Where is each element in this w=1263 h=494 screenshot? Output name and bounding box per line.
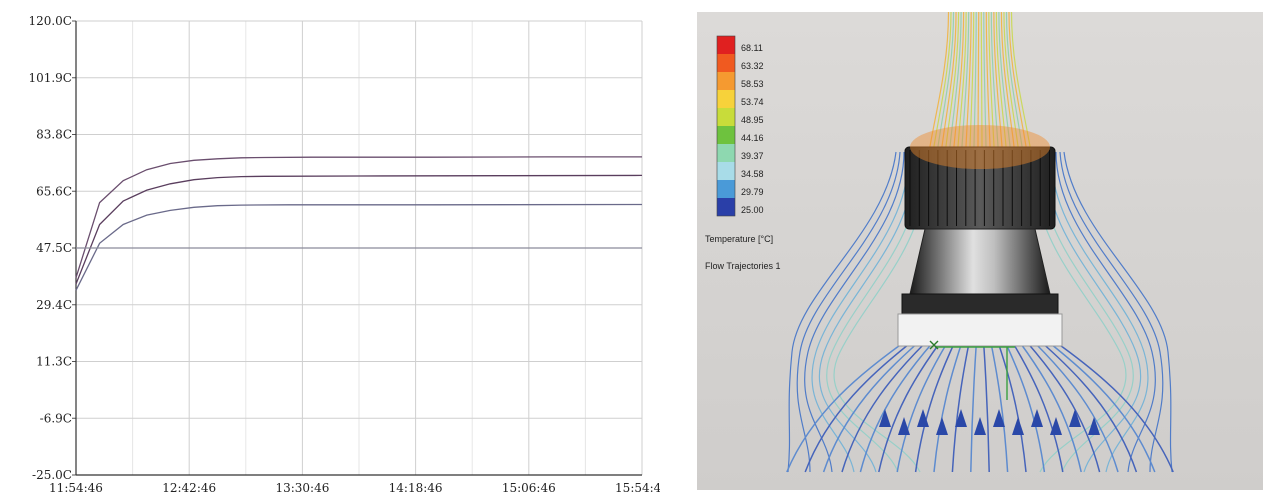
flow-arrow [898, 417, 910, 435]
flow-arrow [917, 409, 929, 427]
flow-arrow [955, 409, 967, 427]
chart-svg: 11:54:46 12:42:46 13:30:46 14:18:46 15:06:46… [28, 14, 660, 494]
series-line-2 [75, 174, 643, 285]
trajectory-inflow [1040, 341, 1138, 473]
axis-cross [929, 340, 939, 350]
legend-title: Temperature [°C] [705, 234, 774, 244]
x-tick-label: 15:06:46 [502, 481, 556, 494]
lamp-rim [901, 293, 1059, 315]
trajectory-inflow [990, 341, 1009, 473]
trajectory-inflow [970, 341, 978, 473]
legend-swatch [717, 36, 735, 54]
trajectory-inflow [1004, 341, 1046, 473]
trajectory-side [818, 151, 914, 473]
y-tick-label: 83.8C [36, 128, 72, 142]
trajectory-inflow [841, 341, 927, 473]
trajectory-inflow [933, 341, 963, 473]
trajectory-inflow [786, 341, 905, 473]
trajectory-side [804, 151, 905, 473]
flow-arrow [1031, 409, 1043, 427]
trajectory-inflow [1018, 341, 1082, 473]
legend-frame [716, 35, 736, 217]
legend-swatch [717, 54, 735, 72]
flow-arrow [993, 409, 1005, 427]
legend-swatch [717, 72, 735, 90]
legend-swatch [717, 90, 735, 108]
trajectory-inflow [951, 341, 970, 473]
flow-simulation-panel: Temperature [°C] Flow Trajectories 1 [697, 12, 1263, 490]
trajectory-inflow [1011, 341, 1064, 473]
y-tick-label: 11.3C [36, 355, 72, 369]
y-tick-label: 65.6C [36, 184, 72, 198]
trajectory-inflow [878, 341, 942, 473]
trajectory-inflow [982, 341, 990, 473]
lamp-body [897, 146, 1063, 347]
hot-plume [910, 125, 1050, 169]
flow-arrow [1069, 409, 1081, 427]
flow-arrow [974, 417, 986, 435]
flow-trajectories [786, 12, 1174, 473]
flow-arrow [1050, 417, 1062, 435]
trajectory-side [787, 151, 897, 473]
y-tick-label: 101.9C [28, 71, 72, 85]
legend-swatch [717, 126, 735, 144]
trajectory-inflow [1047, 341, 1156, 473]
y-tick-label: 120.0C [28, 14, 72, 28]
trajectory-side [1046, 151, 1142, 473]
x-tick-label: 11:54:46 [49, 481, 103, 494]
flow-arrow [1012, 417, 1024, 435]
legend-swatch [717, 198, 735, 216]
trajectory-inflow [1055, 341, 1174, 473]
x-tick-label: 12:42:46 [162, 481, 216, 494]
series-line-3 [75, 203, 643, 291]
temperature-chart: 11:54:46 12:42:46 13:30:46 14:18:46 15:06:46… [28, 14, 660, 494]
y-tick-label: -6.9C [40, 411, 72, 425]
trajectory-inflow [997, 341, 1027, 473]
flow-arrow [1088, 417, 1100, 435]
trajectory-inflow [1033, 341, 1119, 473]
trajectory-side [1055, 151, 1156, 473]
trajectory-side [1059, 151, 1164, 473]
legend-swatch [717, 162, 735, 180]
trajectory-side [1063, 151, 1173, 473]
x-tick-label: 14:18:46 [389, 481, 443, 494]
simulation-render [697, 12, 1263, 490]
trajectory-inflow [859, 341, 934, 473]
trajectory-side [811, 151, 909, 473]
trajectory-side [796, 151, 901, 473]
y-tick-label: 29.4C [36, 298, 72, 312]
legend-swatch [717, 180, 735, 198]
lamp-cone [909, 228, 1051, 295]
trajectory-inflow [914, 341, 956, 473]
lamp-lens [897, 313, 1063, 347]
series-line-1 [75, 156, 642, 278]
coordinate-triad [929, 340, 1015, 400]
flow-arrow [936, 417, 948, 435]
legend-colorbar [716, 35, 736, 217]
legend-swatch [717, 108, 735, 126]
y-tick-label: -25.0C [32, 468, 72, 482]
legend-subtitle: Flow Trajectories 1 [705, 261, 781, 271]
trajectory-inflow [896, 341, 949, 473]
legend-swatch [717, 144, 735, 162]
trajectory-inflow [804, 341, 913, 473]
x-tick-label: 13:30:46 [275, 481, 329, 494]
trajectory-inflow [1026, 341, 1101, 473]
y-tick-label: 47.5C [36, 241, 72, 255]
x-tick-label: 15:54:46 [615, 481, 660, 494]
trajectory-side [1051, 151, 1149, 473]
trajectory-inflow [822, 341, 920, 473]
flow-arrow [879, 409, 891, 427]
